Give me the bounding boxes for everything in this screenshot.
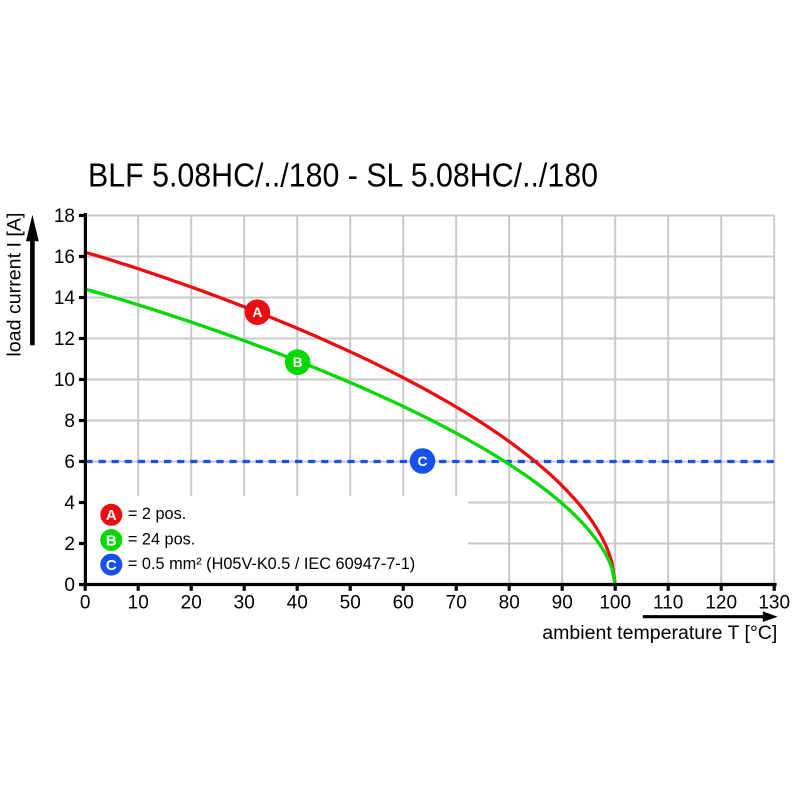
svg-text:10: 10 <box>54 370 75 391</box>
svg-text:60: 60 <box>393 593 414 614</box>
svg-text:B: B <box>106 532 117 549</box>
svg-text:2: 2 <box>64 534 75 555</box>
svg-text:20: 20 <box>181 593 202 614</box>
svg-text:12: 12 <box>54 329 75 350</box>
svg-text:= 2 pos.: = 2 pos. <box>128 505 186 523</box>
svg-text:100: 100 <box>599 593 631 614</box>
svg-text:110: 110 <box>653 593 683 614</box>
svg-text:6: 6 <box>64 452 75 473</box>
svg-text:30: 30 <box>234 593 255 614</box>
svg-text:B: B <box>293 355 303 370</box>
svg-text:C: C <box>418 454 428 469</box>
svg-text:90: 90 <box>552 593 573 614</box>
svg-text:0: 0 <box>64 575 75 596</box>
svg-text:C: C <box>106 557 117 574</box>
svg-text:14: 14 <box>54 288 76 309</box>
svg-text:0: 0 <box>80 593 91 614</box>
svg-text:10: 10 <box>128 593 149 614</box>
svg-text:18: 18 <box>54 206 75 227</box>
svg-text:40: 40 <box>287 593 308 614</box>
svg-text:50: 50 <box>340 593 361 614</box>
svg-text:= 24 pos.: = 24 pos. <box>128 530 195 548</box>
svg-text:4: 4 <box>64 493 75 514</box>
svg-text:ambient temperature T [°C]: ambient temperature T [°C] <box>542 623 777 644</box>
svg-text:70: 70 <box>446 593 467 614</box>
svg-text:120: 120 <box>705 593 737 614</box>
svg-text:8: 8 <box>64 411 75 432</box>
svg-text:130: 130 <box>758 593 790 614</box>
svg-text:80: 80 <box>499 593 520 614</box>
svg-text:= 0.5 mm² (H05V-K0.5 / IEC 609: = 0.5 mm² (H05V-K0.5 / IEC 60947-7-1) <box>128 555 415 573</box>
svg-text:load current I [A]: load current I [A] <box>4 213 25 357</box>
svg-text:A: A <box>252 305 262 320</box>
svg-text:16: 16 <box>54 247 75 268</box>
svg-text:A: A <box>106 507 117 524</box>
svg-text:BLF 5.08HC/../180 - SL 5.08HC/: BLF 5.08HC/../180 - SL 5.08HC/../180 <box>88 157 598 194</box>
